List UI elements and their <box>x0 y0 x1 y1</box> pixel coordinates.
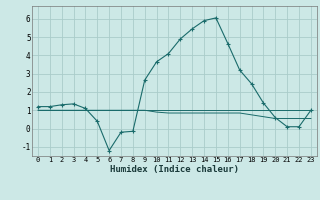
X-axis label: Humidex (Indice chaleur): Humidex (Indice chaleur) <box>110 165 239 174</box>
